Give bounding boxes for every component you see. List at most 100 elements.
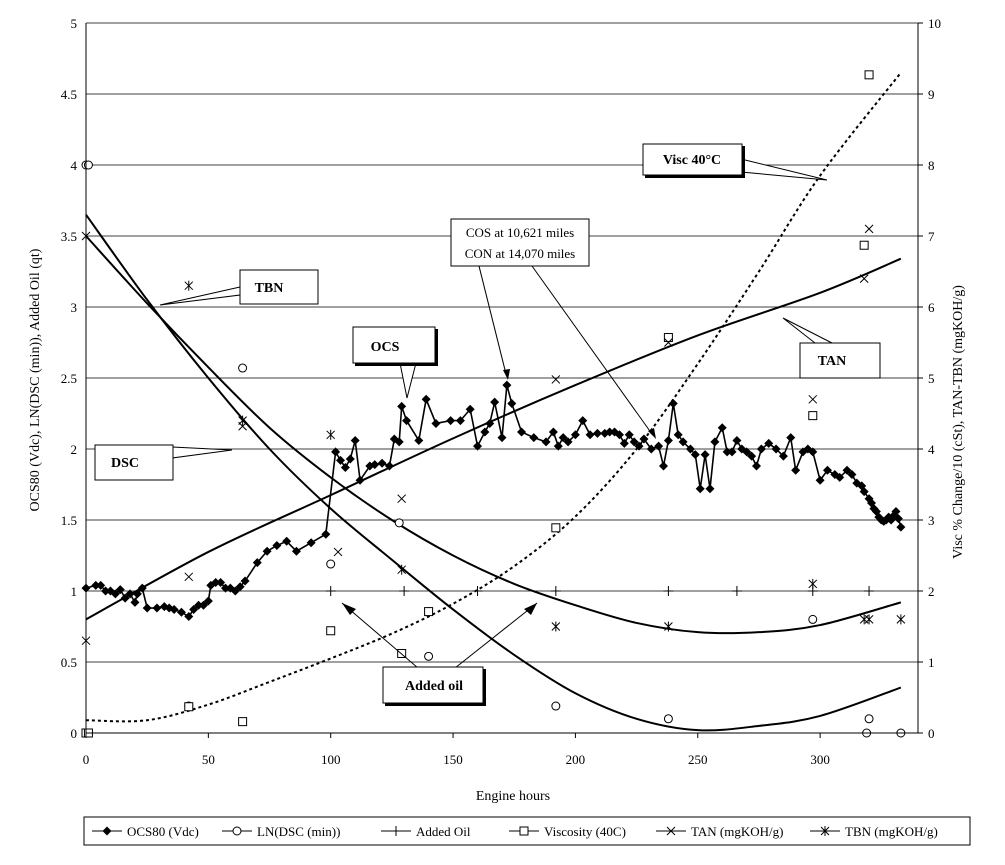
data-point [756, 444, 766, 454]
data-point [216, 577, 226, 587]
data-point [326, 559, 336, 569]
data-point [663, 714, 673, 724]
data-point [115, 585, 125, 595]
series-ocs80-vdc [81, 380, 906, 622]
series-tan-mgkoh-g [81, 224, 874, 646]
data-point [397, 401, 407, 411]
legend-item: TBN (mgKOH/g) [810, 824, 938, 839]
x-tick-label: 0 [83, 752, 90, 767]
data-point [893, 514, 903, 524]
data-point [578, 416, 588, 426]
data-point [502, 380, 512, 390]
x-tick-label: 250 [688, 752, 708, 767]
data-point [548, 427, 558, 437]
data-point [96, 580, 106, 590]
data-point [198, 600, 208, 610]
data-point [664, 338, 673, 347]
data-point [125, 589, 135, 599]
data-point [142, 603, 152, 613]
data-point [370, 460, 380, 470]
y2-tick-label: 0 [928, 726, 935, 741]
callout-tbn-label: TBN [255, 281, 284, 296]
data-point [455, 416, 465, 426]
data-point [340, 462, 350, 472]
legend-label: Viscosity (40C) [544, 824, 626, 839]
data-point [835, 472, 845, 482]
data-point [472, 586, 483, 596]
data-point [169, 604, 179, 614]
data-point [585, 430, 595, 440]
data-point [110, 589, 120, 599]
x-axis-title: Engine hours [476, 789, 550, 804]
y-tick-label: 1.5 [61, 513, 77, 528]
data-point [91, 580, 101, 590]
data-point [659, 461, 669, 471]
data-point [896, 614, 906, 625]
series-added-oil [325, 586, 875, 596]
data-point [742, 447, 752, 457]
y-tick-label: 5 [71, 16, 78, 31]
legend-marker [391, 826, 401, 836]
trendline-tan [85, 257, 902, 621]
data-point [747, 451, 757, 461]
data-point [130, 597, 140, 607]
data-point [847, 470, 857, 480]
data-point [639, 434, 649, 444]
legend-item: Added Oil [381, 824, 471, 839]
series-tbn-mgkoh-g [81, 231, 906, 632]
data-point [424, 607, 434, 617]
callout-added-oil-label: Added oil [405, 679, 463, 694]
data-point [490, 397, 500, 407]
data-point [184, 280, 194, 291]
data-point [238, 363, 248, 373]
data-point [808, 394, 818, 404]
callout-cos-con: COS at 10,621 miles CON at 14,070 miles [450, 218, 656, 439]
x-tick-label: 50 [202, 752, 215, 767]
callout-tan: TAN [782, 317, 881, 379]
y-tick-label: 0.5 [61, 655, 77, 670]
legend-marker [820, 826, 830, 836]
data-series [81, 70, 906, 738]
data-point [786, 433, 796, 443]
legend-label: LN(DSC (min)) [257, 824, 340, 839]
data-point [203, 596, 213, 606]
y2-tick-label: 3 [928, 513, 935, 528]
data-point [822, 465, 832, 475]
callout-dsc-label: DSC [111, 456, 139, 471]
legend-marker [519, 826, 529, 836]
data-point [727, 447, 737, 457]
data-point [751, 461, 761, 471]
legend-marker [232, 826, 242, 836]
data-point [184, 612, 194, 622]
y2-tick-label: 1 [928, 655, 935, 670]
y-tick-label: 2.5 [61, 371, 77, 386]
data-point [558, 433, 568, 443]
x-tick-label: 100 [321, 752, 341, 767]
data-point [717, 423, 727, 433]
y2-tick-label: 9 [928, 87, 935, 102]
data-point [220, 583, 230, 593]
data-point [402, 416, 412, 426]
data-point [238, 717, 248, 727]
data-point [808, 411, 818, 421]
data-point [732, 435, 742, 445]
data-point [101, 586, 111, 596]
y2-tick-label: 8 [928, 158, 935, 173]
callout-tbn: TBN [159, 269, 319, 306]
data-point [230, 586, 240, 596]
data-point [350, 435, 360, 445]
data-point [333, 547, 343, 557]
legend-label: OCS80 (Vdc) [127, 824, 199, 839]
data-point [808, 578, 818, 589]
y2-tick-label: 10 [928, 16, 941, 31]
legend-item: OCS80 (Vdc) [92, 824, 199, 839]
data-point [690, 450, 700, 460]
data-point [137, 583, 147, 593]
data-point [634, 441, 644, 451]
data-point [152, 603, 162, 613]
data-point [864, 714, 874, 724]
y-tick-label: 3.5 [61, 229, 77, 244]
data-point [194, 600, 204, 610]
data-point [345, 454, 355, 464]
data-point [240, 576, 250, 586]
